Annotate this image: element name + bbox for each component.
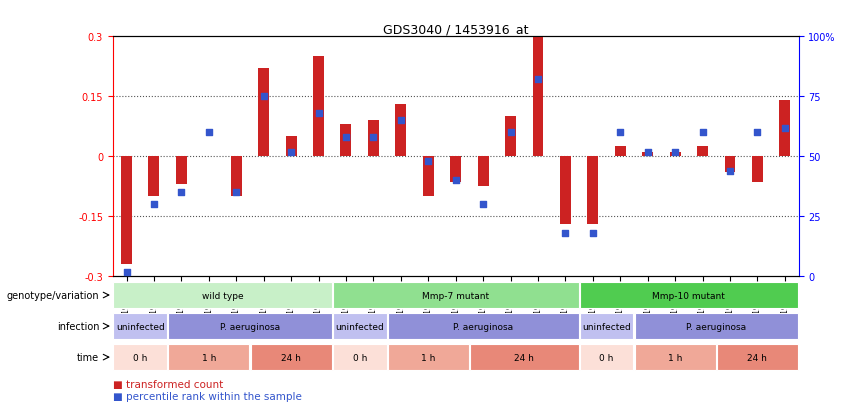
Bar [615,147,626,157]
Bar [231,157,242,197]
Bar [580,344,634,370]
Point [284,149,298,155]
Bar [332,282,579,309]
Bar [395,105,406,157]
Bar [340,125,352,157]
Bar [313,57,324,157]
Bar [368,121,379,157]
Text: 1 h: 1 h [201,353,216,362]
Point [695,130,709,136]
Text: P. aeruginosa: P. aeruginosa [687,322,746,331]
Bar [114,313,168,339]
Text: Mmp-7 mutant: Mmp-7 mutant [422,291,490,300]
Point [147,202,161,208]
Text: wild type: wild type [201,291,243,300]
Text: 1 h: 1 h [668,353,682,362]
Text: 0 h: 0 h [133,353,148,362]
Point [641,149,654,155]
Text: uninfected: uninfected [335,322,384,331]
Point [558,230,572,237]
Bar [642,153,654,157]
Bar [286,137,297,157]
Text: 0 h: 0 h [600,353,614,362]
Bar [532,37,543,157]
Bar [588,157,598,225]
Bar [258,69,269,157]
Point [120,268,134,275]
Text: Mmp-10 mutant: Mmp-10 mutant [653,291,726,300]
Bar [388,313,579,339]
Point [751,130,765,136]
Text: 1 h: 1 h [421,353,436,362]
Bar [470,344,579,370]
Point [531,77,545,83]
Point [366,135,380,141]
Text: genotype/variation: genotype/variation [6,290,99,300]
Bar [477,157,489,187]
Point [614,130,628,136]
Text: ■ percentile rank within the sample: ■ percentile rank within the sample [113,392,302,401]
Text: 24 h: 24 h [747,353,767,362]
Point [312,111,326,117]
Bar [388,344,469,370]
Point [723,168,737,175]
Bar [635,313,798,339]
Bar [725,157,735,173]
Bar [669,153,681,157]
Text: ■ transformed count: ■ transformed count [113,379,223,389]
Bar [697,147,708,157]
Bar [148,157,160,197]
Text: 24 h: 24 h [515,353,534,362]
Text: P. aeruginosa: P. aeruginosa [220,322,280,331]
Point [668,149,682,155]
Bar [580,313,634,339]
Bar [580,282,798,309]
Point [394,118,408,124]
Text: uninfected: uninfected [116,322,165,331]
Text: time: time [77,352,99,362]
Point [778,125,792,131]
Point [257,94,271,100]
Title: GDS3040 / 1453916_at: GDS3040 / 1453916_at [383,23,529,36]
Text: infection: infection [56,321,99,331]
Text: uninfected: uninfected [582,322,631,331]
Bar [332,313,386,339]
Text: 24 h: 24 h [281,353,301,362]
Point [339,135,353,141]
Bar [114,344,168,370]
Bar [332,344,386,370]
Bar [635,344,716,370]
Bar [168,344,249,370]
Point [503,130,517,136]
Text: P. aeruginosa: P. aeruginosa [453,322,513,331]
Bar [505,117,516,157]
Bar [121,157,132,265]
Point [421,159,435,165]
Point [586,230,600,237]
Bar [450,157,461,183]
Bar [251,344,332,370]
Bar [717,344,798,370]
Bar [168,313,332,339]
Point [202,130,216,136]
Bar [560,157,571,225]
Text: 0 h: 0 h [352,353,367,362]
Point [449,178,463,184]
Bar [114,282,332,309]
Point [477,202,490,208]
Bar [779,101,791,157]
Bar [176,157,187,185]
Bar [752,157,763,183]
Bar [423,157,434,197]
Point [174,190,188,196]
Point [229,190,243,196]
